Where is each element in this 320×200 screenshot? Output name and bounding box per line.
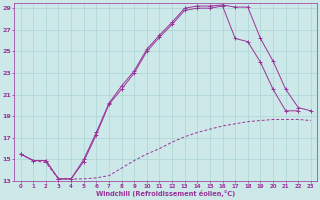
X-axis label: Windchill (Refroidissement éolien,°C): Windchill (Refroidissement éolien,°C) bbox=[96, 190, 236, 197]
